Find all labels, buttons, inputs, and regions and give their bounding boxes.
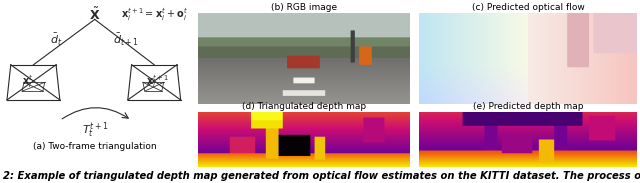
Title: (d) Triangulated depth map: (d) Triangulated depth map (242, 102, 366, 111)
Title: (c) Predicted optical flow: (c) Predicted optical flow (472, 3, 584, 12)
Text: $\mathbf{x}_i^{t+1} = \mathbf{x}_i^{t} + \mathbf{o}_i^{t}$: $\mathbf{x}_i^{t+1} = \mathbf{x}_i^{t} +… (121, 7, 188, 23)
Text: $\mathbf{x}_i^{t+1}$: $\mathbf{x}_i^{t+1}$ (147, 73, 170, 90)
Title: (b) RGB image: (b) RGB image (271, 3, 337, 12)
Text: 2: Example of triangulated depth map generated from optical flow estimates on th: 2: Example of triangulated depth map gen… (3, 171, 640, 181)
Text: $\bar{d}_t$: $\bar{d}_t$ (50, 32, 62, 48)
Text: $\mathbf{x}_i^t$: $\mathbf{x}_i^t$ (22, 73, 33, 90)
Text: $T_t^{t+1}$: $T_t^{t+1}$ (81, 121, 108, 141)
Text: $\tilde{\mathbf{X}}$: $\tilde{\mathbf{X}}$ (89, 7, 100, 23)
Text: $\bar{d}_{t+1}$: $\bar{d}_{t+1}$ (113, 32, 139, 48)
Text: (a) Two-frame triangulation: (a) Two-frame triangulation (33, 142, 157, 151)
Title: (e) Predicted depth map: (e) Predicted depth map (473, 102, 583, 111)
